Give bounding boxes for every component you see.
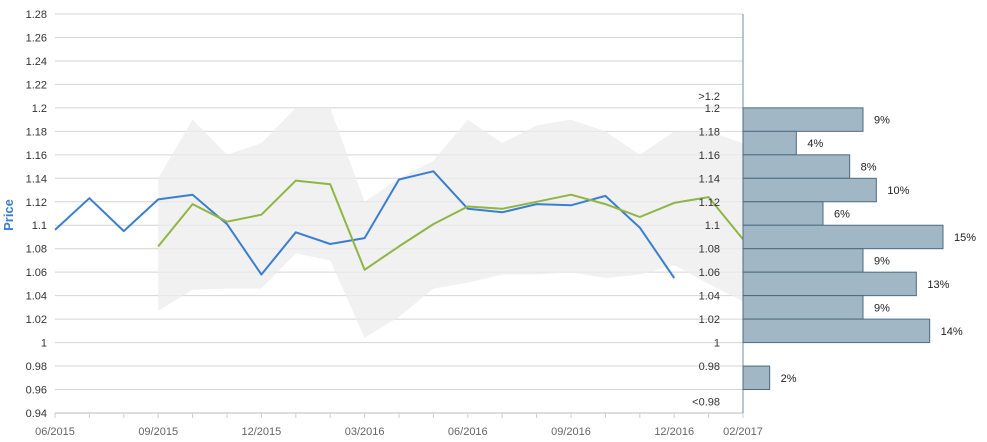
- histogram-bar: [742, 365, 771, 391]
- y-tick-label: 0.96: [26, 385, 47, 397]
- y-tick-label: 1.04: [26, 291, 47, 303]
- x-tick-label: 09/2016: [551, 426, 591, 438]
- forecast-band-group: [158, 107, 743, 338]
- x-tick-label: 06/2016: [448, 426, 488, 438]
- histogram-tick-label: 1.18: [699, 126, 720, 138]
- histogram-percent-label: 9%: [874, 302, 890, 314]
- y-tick-label: 1.06: [26, 267, 47, 279]
- histogram-percent-label: 14%: [941, 326, 963, 338]
- x-tick-label: 12/2015: [242, 426, 282, 438]
- histogram-bar: [742, 130, 797, 156]
- histogram-tick-label: 1.16: [699, 150, 720, 162]
- y-tick-label: 1.16: [26, 150, 47, 162]
- y-tick-label: 1: [41, 338, 47, 350]
- histogram-percent-label: 4%: [807, 138, 823, 150]
- y-tick-label: 1.08: [26, 244, 47, 256]
- histogram-tick-label: 1.1: [705, 220, 720, 232]
- x-tick-label: 06/2015: [35, 426, 75, 438]
- actual-series-line: [54, 170, 676, 279]
- y-axis-label: Price: [1, 199, 16, 231]
- histogram-percent-label: 8%: [861, 162, 877, 174]
- histogram-bar: [742, 177, 877, 203]
- histogram-percent-label: 6%: [834, 209, 850, 221]
- y-tick-label: 0.94: [26, 408, 47, 420]
- histogram-bar: [742, 318, 931, 344]
- histogram-percent-label: 2%: [781, 373, 797, 385]
- histogram-percent-label: 9%: [874, 255, 890, 267]
- histogram-tick-label: 1.14: [699, 173, 720, 185]
- y-tick-label: 1.24: [26, 56, 47, 68]
- histogram-tick-label: 0.98: [699, 361, 720, 373]
- y-tick-label: 1.26: [26, 32, 47, 44]
- histogram-tick-label: 1.04: [699, 291, 720, 303]
- forecast-series-line: [157, 179, 744, 271]
- y-tick-label: 1.14: [26, 173, 47, 185]
- histogram-bar: [742, 154, 851, 179]
- histogram-group: >1.21.2 1.18 1.16 1.14 1.12 1.1 1.08 1.06 1.04 1.…: [692, 91, 976, 408]
- y-tick-label: 1.12: [26, 197, 47, 209]
- x-tick-label: 03/2016: [345, 426, 385, 438]
- histogram-tick-label: 1: [714, 338, 720, 350]
- forecast-band: [158, 107, 743, 338]
- histogram-percent-label: 9%: [874, 115, 890, 127]
- series-lines-group: [54, 170, 744, 279]
- y-tick-label: 0.98: [26, 361, 47, 373]
- histogram-tick-label: <0.98: [692, 396, 720, 408]
- histogram-bar: [742, 248, 864, 273]
- histogram-tick-label: 1.06: [699, 267, 720, 279]
- histogram-tick-label: 1.08: [699, 244, 720, 256]
- y-tick-label: 1.22: [26, 79, 47, 91]
- histogram-tick-label: >1.2: [698, 91, 720, 103]
- histogram-percent-label: 10%: [887, 185, 909, 197]
- histogram-percent-label: 15%: [954, 232, 976, 244]
- histogram-bar: [742, 295, 864, 320]
- histogram-bar: [742, 201, 824, 226]
- histogram-bar: [742, 107, 864, 132]
- histogram-tick-label: 1.02: [699, 314, 720, 326]
- y-tick-label: 1.02: [26, 314, 47, 326]
- x-tick-label: 09/2015: [138, 426, 178, 438]
- axes-group: 0.94 0.96 0.98 1 1.02 1.04 1.06 1.08 1.1 1.12 1.14…: [26, 9, 763, 438]
- histogram-tick-label: 1.2: [705, 103, 720, 115]
- y-tick-label: 1.18: [26, 126, 47, 138]
- y-tick-label: 1.28: [26, 9, 47, 21]
- histogram-bar: [742, 271, 917, 297]
- histogram-bar: [742, 224, 944, 250]
- y-tick-label: 1.2: [32, 103, 47, 115]
- x-tick-label: 12/2016: [654, 426, 694, 438]
- x-tick-label: 02/2017: [723, 426, 763, 438]
- histogram-tick-label: 1.12: [699, 197, 720, 209]
- histogram-percent-label: 13%: [927, 279, 949, 291]
- y-tick-label: 1.1: [32, 220, 47, 232]
